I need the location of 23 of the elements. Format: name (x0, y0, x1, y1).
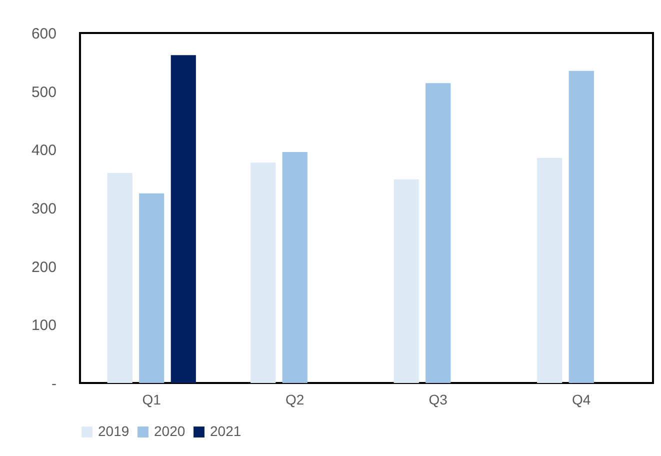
y-tick-label: 600 (31, 26, 56, 42)
y-tick-label: 300 (31, 200, 56, 218)
bar (170, 55, 196, 383)
bar (394, 179, 419, 383)
bar (568, 70, 594, 383)
x-tick-label: Q1 (142, 392, 162, 408)
y-tick-label: 200 (31, 258, 56, 276)
x-tick-label: Q2 (286, 392, 304, 408)
legend-label: 2021 (210, 423, 242, 439)
legend-label: 2019 (98, 423, 130, 439)
y-tick-label: 100 (31, 317, 56, 334)
bar (537, 158, 562, 383)
x-tick-label: Q4 (572, 392, 591, 408)
bar (426, 83, 451, 383)
x-tick-label: Q3 (428, 392, 448, 408)
legend-label: 2020 (154, 423, 186, 439)
y-tick-label: - (52, 376, 56, 392)
bar (250, 162, 276, 383)
bar (282, 152, 308, 383)
bar (107, 173, 132, 383)
bar (139, 193, 164, 383)
y-tick-label: 400 (31, 142, 56, 160)
y-tick-label: 500 (31, 84, 56, 101)
